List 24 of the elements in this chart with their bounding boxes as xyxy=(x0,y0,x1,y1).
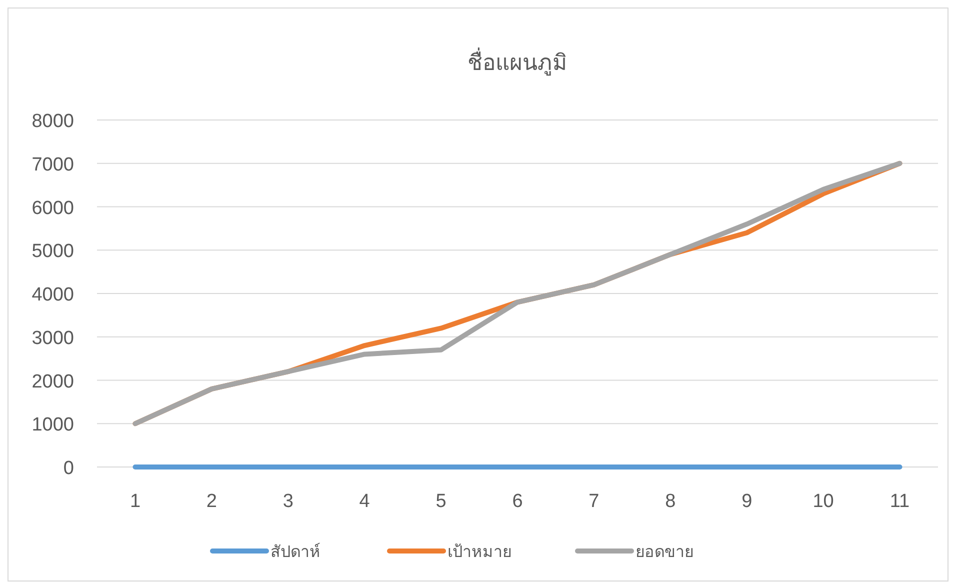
chart-title: ชื่อแผนภูมิ xyxy=(468,47,568,76)
y-tick-label: 4000 xyxy=(32,284,74,306)
x-tick-label: 6 xyxy=(512,491,523,512)
x-tick-label: 11 xyxy=(890,491,910,512)
x-tick-label: 7 xyxy=(588,491,600,512)
legend-label: สัปดาห์ xyxy=(270,542,320,561)
y-tick-label: 5000 xyxy=(32,241,74,262)
legend-label: เป้าหมาย xyxy=(448,543,512,561)
y-tick-label: 3000 xyxy=(32,328,74,349)
y-tick-label: 0 xyxy=(63,458,74,479)
x-tick-label: 2 xyxy=(206,491,217,512)
legend-label: ยอดขาย xyxy=(636,544,694,561)
y-tick-label: 7000 xyxy=(32,154,74,176)
x-tick-label: 5 xyxy=(436,491,446,512)
x-tick-label: 10 xyxy=(812,491,834,512)
x-tick-label: 3 xyxy=(282,491,294,512)
x-tick-label: 9 xyxy=(742,491,752,512)
x-tick-label: 4 xyxy=(359,491,370,512)
y-tick-label: 6000 xyxy=(32,198,74,219)
y-tick-label: 2000 xyxy=(32,371,74,392)
x-tick-label: 8 xyxy=(665,491,676,512)
x-tick-label: 1 xyxy=(130,491,141,512)
y-tick-label: 8000 xyxy=(32,111,74,132)
y-tick-label: 1000 xyxy=(32,414,74,436)
